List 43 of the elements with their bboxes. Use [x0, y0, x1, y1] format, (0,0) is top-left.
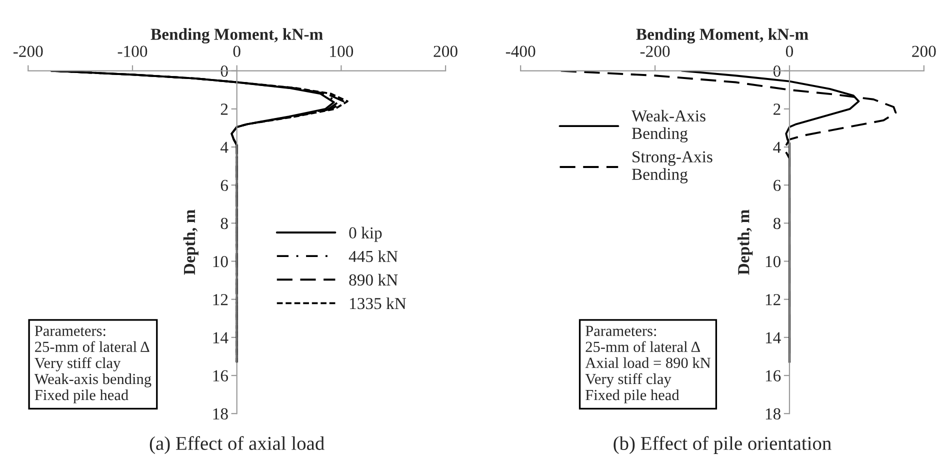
x-tick-label: 100: [330, 46, 354, 58]
y-tick-label: 8: [773, 218, 781, 230]
x-tick-label: 0: [233, 46, 240, 58]
x-tick-label: -200: [640, 46, 670, 58]
legend-label: 1335 kN: [350, 297, 406, 310]
y-tick-label: 10: [766, 256, 781, 268]
x-axis-title: Bending Moment, kN-m: [150, 28, 323, 44]
x-tick-label: 200: [912, 46, 936, 58]
y-tick-label: 18: [213, 408, 228, 420]
y-tick-label: 14: [766, 332, 781, 344]
y-tick-label: 0: [773, 66, 781, 77]
y-tick-label: 12: [766, 294, 780, 306]
x-tick-label: 200: [434, 46, 458, 58]
y-tick-label: 2: [220, 104, 228, 115]
y-tick-label: 12: [213, 294, 228, 306]
y-tick-label: 10: [213, 256, 228, 268]
x-tick-label: -100: [118, 46, 148, 58]
y-axis-title: Depth, m: [738, 210, 753, 275]
legend-label: 890 kN: [349, 274, 398, 286]
text: (a) Effect of axial load: [150, 436, 324, 454]
y-tick-label: 4: [773, 142, 781, 153]
y-tick-label: 6: [220, 180, 228, 192]
x-axis-title: Bending Moment, kN-m: [636, 28, 808, 44]
legend-label: 0 kip: [349, 226, 382, 242]
y-tick-label: 6: [774, 180, 781, 192]
y-tick-label: 8: [220, 218, 228, 230]
legend-label: Strong-Axis Bending: [632, 151, 712, 184]
x-tick-label: -400: [506, 46, 536, 58]
y-tick-label: 14: [213, 332, 228, 344]
y-tick-label: 16: [213, 370, 228, 382]
y-tick-label: 0: [220, 66, 228, 77]
x-tick-label: -200: [13, 46, 43, 58]
y-tick-label: 16: [766, 370, 781, 382]
x-tick-label: 0: [786, 46, 794, 58]
legend-label: 445 kN: [348, 250, 398, 262]
annotation: Parameters: 25-mm of lateral Δ Axial load = 890 kN Very stiff clay Fixed pile head: [585, 326, 710, 404]
y-tick-label: 4: [220, 142, 228, 153]
y-axis-title: Depth, m: [183, 210, 198, 275]
annotation: Parameters: 25-mm of lateral Δ Very stiff clay Weak-axis bending Fixed pile head: [34, 326, 152, 404]
text: (b) Effect of pile orientation: [614, 436, 832, 454]
legend-label: Weak-Axis Bending: [631, 110, 706, 142]
y-tick-label: 18: [766, 408, 781, 420]
y-tick-label: 2: [774, 104, 780, 115]
